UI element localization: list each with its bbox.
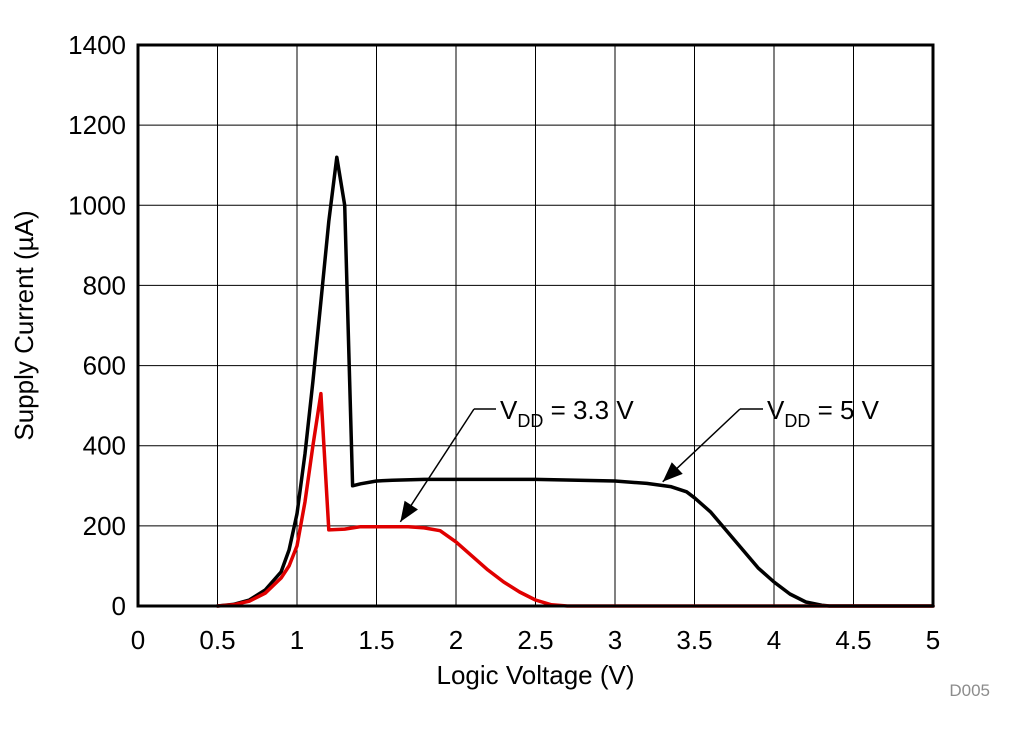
x-tick-label: 1 [290, 625, 304, 655]
annotation-vdd-3-3v: VDD = 3.3 V [399, 395, 634, 523]
annotation-label: VDD = 5 V [767, 395, 880, 431]
y-tick-label: 1400 [68, 30, 126, 60]
x-tick-label: 4.5 [835, 625, 871, 655]
x-tick-label: 0.5 [199, 625, 235, 655]
series-line-vdd-3-3v [215, 391, 935, 608]
y-tick-label: 800 [83, 270, 126, 300]
grid [137, 44, 934, 607]
x-tick-label: 3.5 [676, 625, 712, 655]
x-tick-label: 0 [131, 625, 145, 655]
annotations: VDD = 3.3 V VDD = 5 V [399, 395, 880, 523]
y-tick-label: 0 [112, 591, 126, 621]
annotation-arrowhead [662, 462, 683, 482]
x-tick-label: 3 [608, 625, 622, 655]
plot-area-frame [136, 43, 935, 608]
x-axis-title: Logic Voltage (V) [436, 660, 634, 690]
y-tick-label: 1200 [68, 110, 126, 140]
x-tick-label: 2 [449, 625, 463, 655]
x-tick-label: 4 [767, 625, 781, 655]
x-tick-label: 5 [926, 625, 940, 655]
annotation-leader [399, 408, 475, 523]
y-axis-ticks: 0 200 400 600 800 1000 1200 1400 [68, 30, 126, 621]
y-tick-label: 600 [83, 351, 126, 381]
annotation-vdd-5v: VDD = 5 V [662, 395, 880, 483]
series-layer [215, 155, 935, 608]
series-line-vdd-5v [215, 155, 935, 608]
y-tick-label: 200 [83, 511, 126, 541]
annotation-label: VDD = 3.3 V [500, 395, 634, 431]
y-axis-title: Supply Current (µA) [9, 210, 39, 440]
y-tick-label: 400 [83, 431, 126, 461]
annotation-arrowhead [400, 500, 418, 522]
x-tick-label: 2.5 [517, 625, 553, 655]
figure-code-label: D005 [949, 681, 990, 700]
x-axis-ticks: 0 0.5 1 1.5 2 2.5 3 3.5 4 4.5 5 [131, 625, 940, 655]
y-tick-label: 1000 [68, 190, 126, 220]
x-tick-label: 1.5 [358, 625, 394, 655]
